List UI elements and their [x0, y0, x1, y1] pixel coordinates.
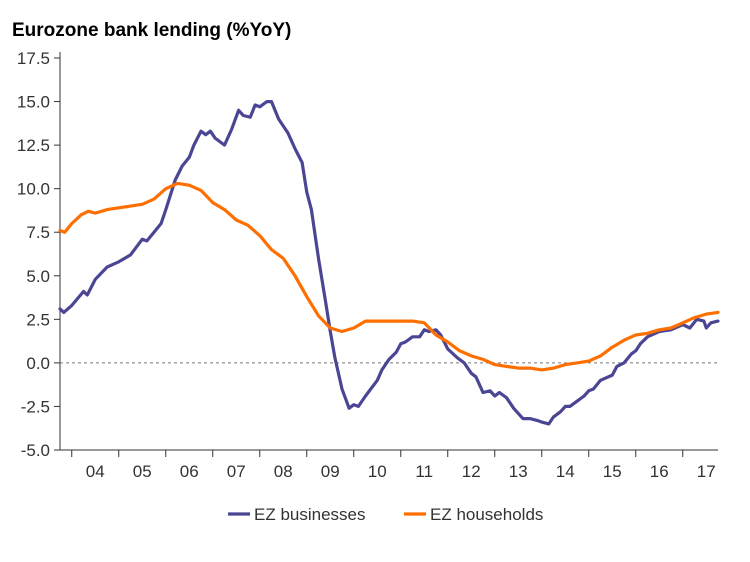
x-tick-label: 12 — [462, 462, 481, 481]
x-tick-label: 16 — [650, 462, 669, 481]
plot-area: 17.5 15.0 12.5 10.0 7.5 5.0 2.5 0.0 -2.5 -5.0 04 05… — [17, 49, 720, 481]
x-tick-label: 04 — [86, 462, 105, 481]
y-tick-label: 0.0 — [26, 354, 50, 373]
chart-title: Eurozone bank lending (%YoY) — [12, 20, 291, 41]
x-tick-label: 09 — [321, 462, 340, 481]
series-line-ez-businesses — [58, 100, 720, 426]
y-tick-label: 7.5 — [26, 223, 50, 242]
y-tick-label: 5.0 — [26, 267, 50, 286]
y-tick-label: 12.5 — [17, 136, 50, 155]
x-tick-label: 11 — [415, 462, 433, 481]
x-tick-label: 10 — [368, 462, 387, 481]
x-tick-label: 05 — [133, 462, 152, 481]
legend: EZ businesses EZ households — [228, 505, 543, 524]
x-tick-label: 14 — [556, 462, 575, 481]
x-tick-label: 07 — [227, 462, 246, 481]
x-tick-label: 08 — [274, 462, 293, 481]
y-tick-label: -5.0 — [21, 441, 50, 460]
y-tick-label: 17.5 — [17, 49, 50, 68]
x-tick-label: 06 — [180, 462, 199, 481]
x-tick-label: 17 — [697, 462, 716, 481]
legend-label-ez-businesses: EZ businesses — [254, 505, 366, 524]
y-tick-label: 10.0 — [17, 180, 50, 199]
x-tick-label: 13 — [509, 462, 528, 481]
x-tick-label: 15 — [603, 462, 622, 481]
y-tick-label: 15.0 — [17, 93, 50, 112]
y-tick-label: 2.5 — [26, 310, 50, 329]
y-tick-label: -2.5 — [21, 397, 50, 416]
legend-label-ez-households: EZ households — [430, 505, 543, 524]
series-line-ez-households — [58, 181, 720, 372]
